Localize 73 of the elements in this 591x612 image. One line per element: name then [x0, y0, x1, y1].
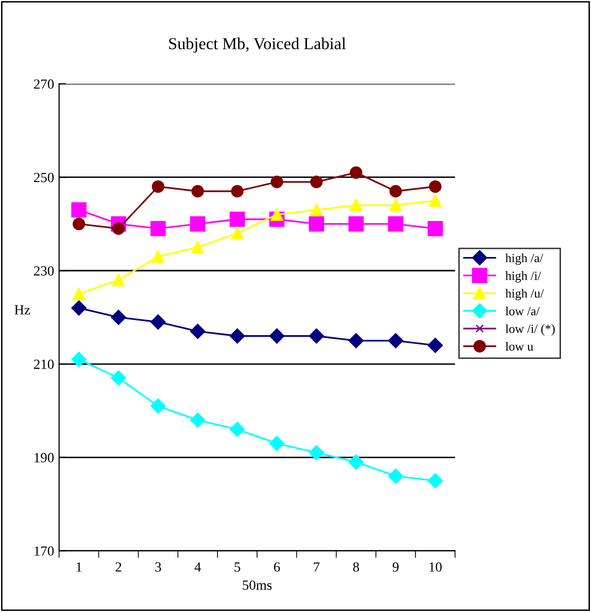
point	[310, 204, 323, 216]
point	[308, 445, 324, 460]
legend-label: high /u/	[505, 288, 544, 300]
point	[270, 176, 284, 188]
point	[72, 218, 86, 230]
point	[191, 184, 204, 198]
point	[191, 241, 204, 254]
y-tick-label: 170	[34, 546, 54, 556]
point	[150, 314, 166, 330]
point	[389, 184, 402, 198]
point	[348, 333, 364, 348]
y-tick-label: 190	[34, 452, 54, 462]
point	[388, 333, 404, 348]
x-tick-label: 1	[76, 562, 82, 572]
point	[190, 412, 206, 428]
point	[350, 166, 362, 179]
y-tick-label: 210	[34, 360, 54, 369]
point	[112, 274, 125, 286]
point	[71, 300, 86, 316]
legend-label: low u	[506, 342, 534, 351]
point	[190, 216, 206, 232]
x-axis-title: 50ms	[242, 580, 272, 590]
point	[428, 338, 443, 353]
y-axis-title: Hz	[14, 305, 30, 314]
point	[348, 216, 364, 232]
point	[230, 422, 245, 437]
x-tick-label: 7	[314, 562, 320, 572]
point	[150, 398, 166, 414]
chart-title: Subject Mb, Voiced Labial	[169, 38, 346, 53]
point	[388, 216, 404, 232]
point	[428, 220, 443, 236]
point	[110, 310, 126, 325]
point	[110, 370, 126, 386]
point	[71, 202, 87, 218]
point	[429, 194, 442, 207]
point	[388, 468, 404, 484]
point	[308, 328, 324, 344]
y-tick-label: 230	[34, 266, 54, 276]
y-tick-label: 250	[34, 172, 54, 182]
x-tick-label: 6	[274, 562, 280, 572]
point	[112, 222, 125, 235]
point	[71, 352, 86, 367]
x-tick-label: 5	[234, 562, 240, 572]
x-tick-label: 10	[430, 562, 442, 572]
point	[152, 250, 164, 263]
point	[230, 212, 245, 227]
point	[231, 184, 244, 198]
point	[270, 208, 284, 221]
point	[428, 473, 443, 488]
y-tick-label: 270	[34, 79, 54, 89]
x-tick-label: 4	[194, 562, 201, 572]
legend-label: low /i/ (*)	[506, 324, 555, 336]
point	[72, 288, 86, 300]
point	[389, 199, 402, 212]
x-tick-label: 2	[116, 562, 122, 572]
point	[348, 454, 364, 470]
legend-label: low /a/	[506, 306, 540, 316]
legend-label: high /i/	[505, 271, 542, 283]
x-tick-label: 8	[353, 562, 360, 572]
x-tick-label: 3	[155, 562, 162, 572]
point	[308, 216, 324, 232]
point	[230, 328, 245, 344]
point	[269, 436, 284, 451]
x-tick-label: 9	[392, 562, 399, 572]
point	[429, 180, 442, 193]
point	[152, 180, 164, 193]
legend-label: high /a/	[505, 253, 544, 265]
point	[231, 227, 244, 240]
point	[150, 220, 166, 236]
point	[350, 199, 362, 212]
point	[310, 176, 323, 188]
point	[190, 324, 206, 339]
point	[269, 328, 284, 344]
